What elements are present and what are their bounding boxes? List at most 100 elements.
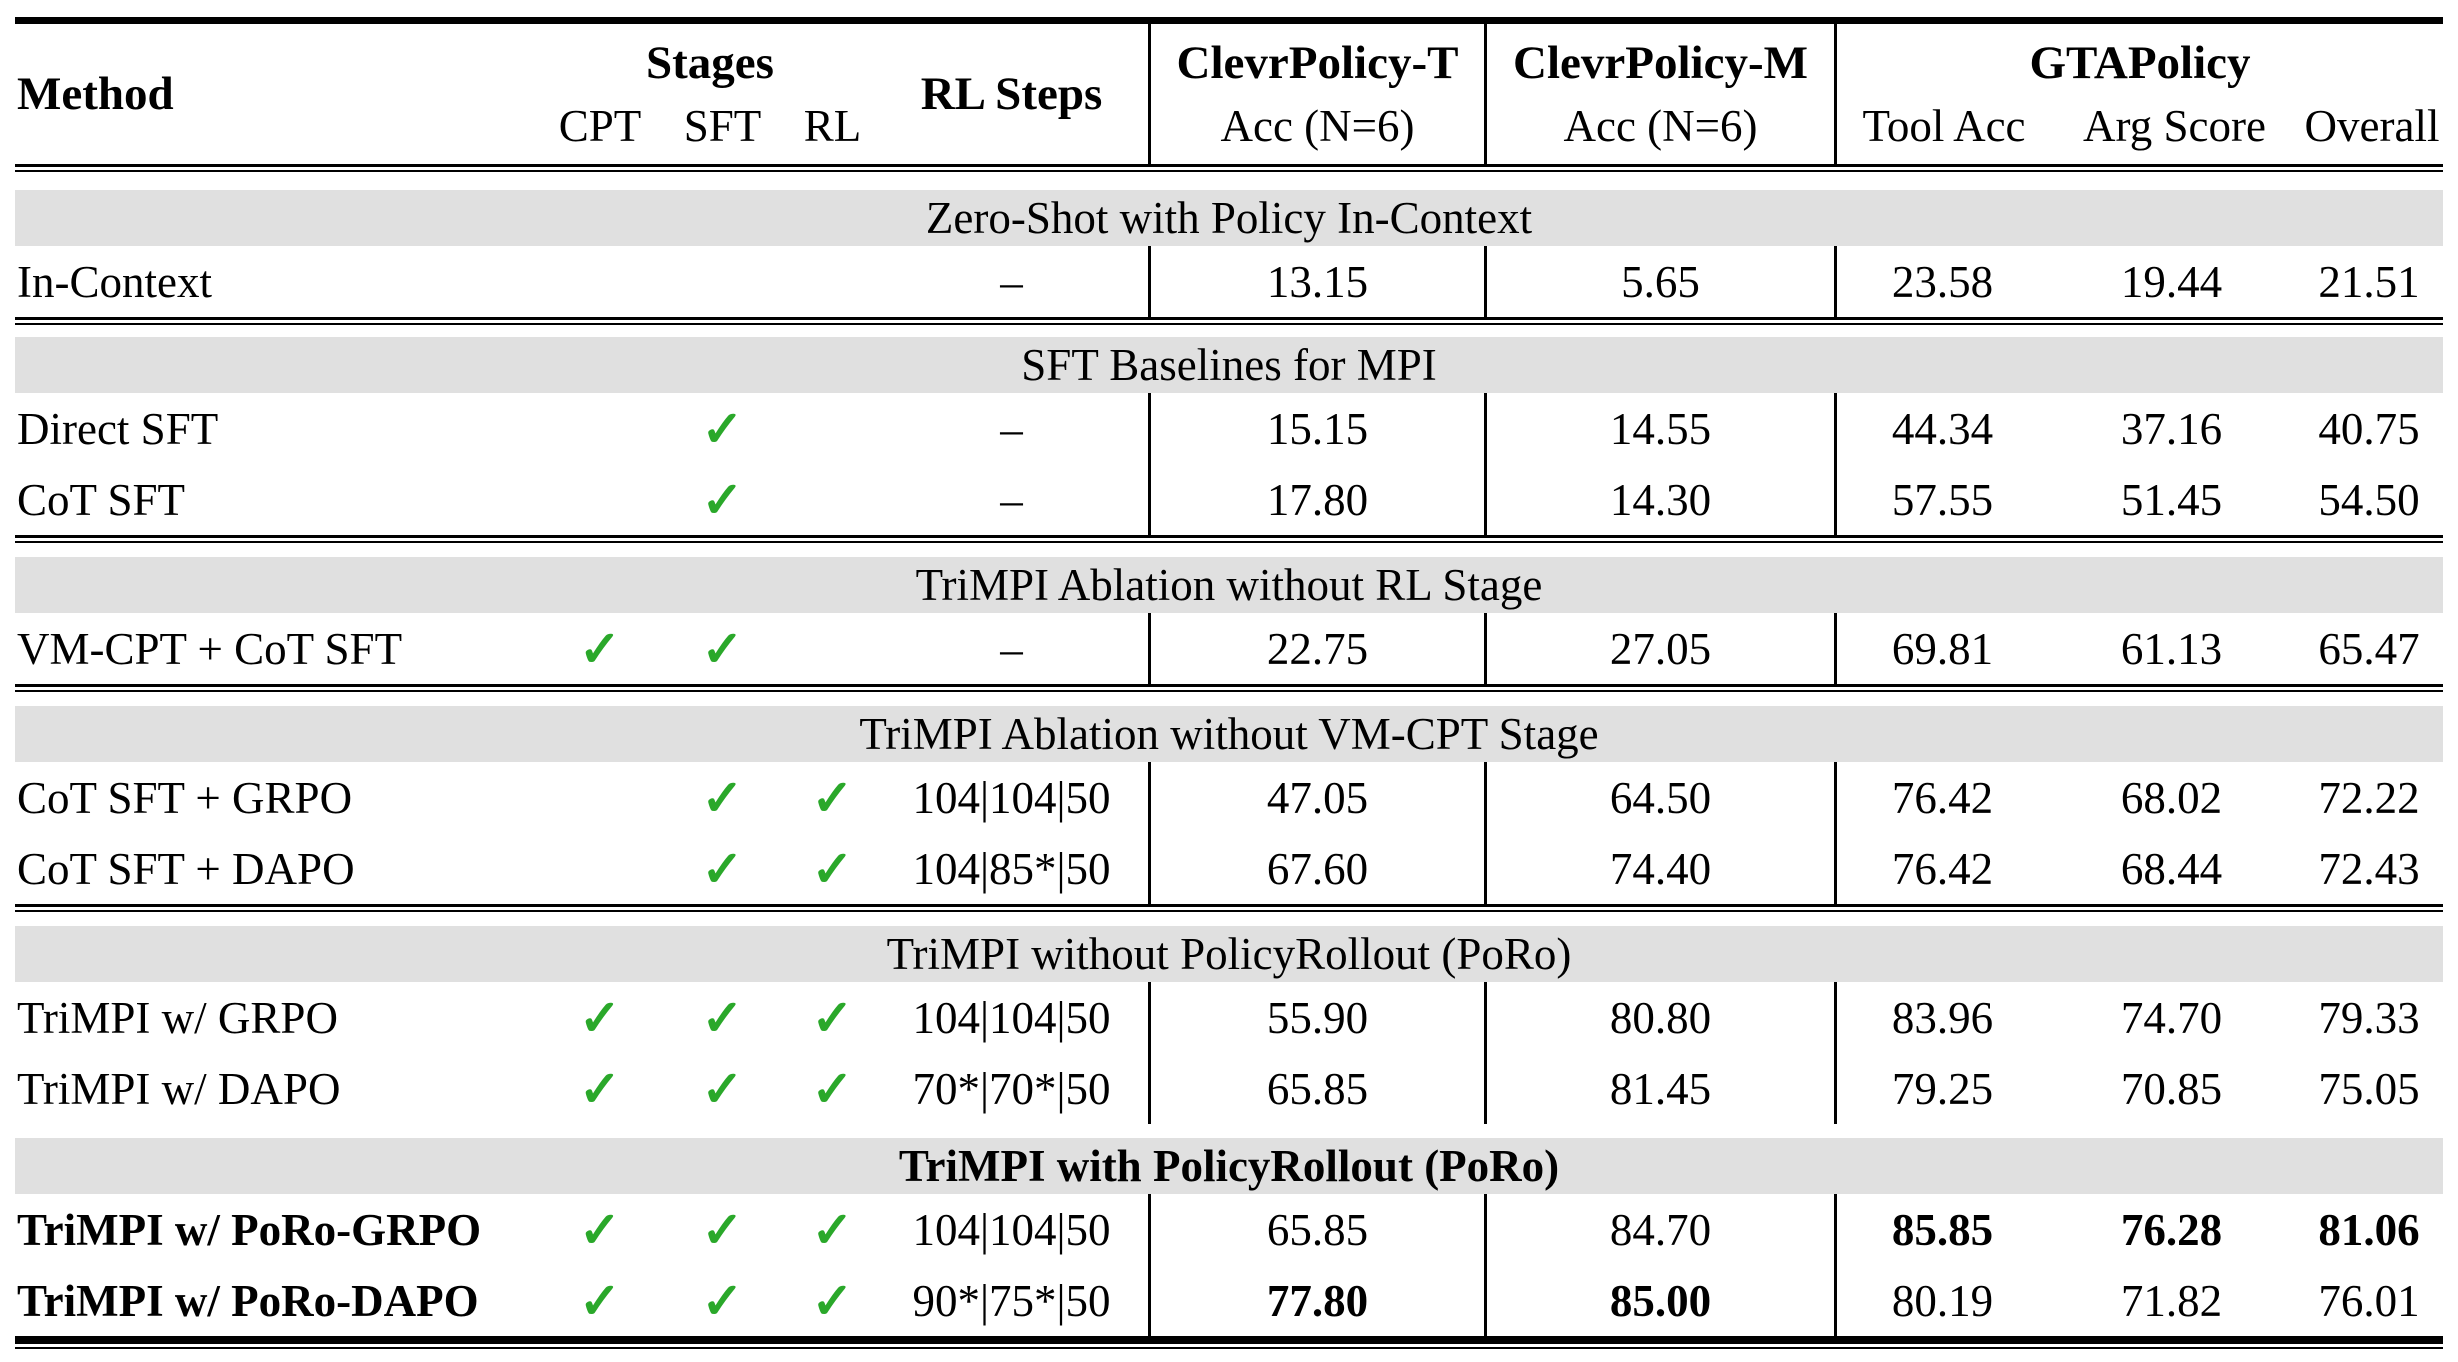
table-row: TriMPI w/ PoRo-GRPO ✓ ✓ ✓ 104|104|50 65.85 84.… xyxy=(15,1194,2443,1265)
overall-value: 81.06 xyxy=(2318,1204,2420,1255)
col-group-gtapolicy: GTAPolicy Tool Acc Arg Score Overall xyxy=(1834,24,2443,164)
clevrpolicy-m-value: 74.40 xyxy=(1484,833,1834,904)
stage-check-rl-icon: ✓ xyxy=(811,1272,854,1329)
arg-score-value: 51.45 xyxy=(2120,474,2223,525)
table-row: TriMPI w/ GRPO ✓ ✓ ✓ 104|104|50 55.90 80.80 83.… xyxy=(15,982,2443,1053)
stage-check-sft-icon: ✓ xyxy=(701,1201,744,1258)
stage-check-cpt-icon: ✓ xyxy=(579,1201,621,1258)
col-header-overall: Overall xyxy=(2304,101,2440,151)
overall-value: 65.47 xyxy=(2318,623,2420,674)
tool-acc-value: 23.58 xyxy=(1834,246,2048,317)
stage-check-sft-icon: ✓ xyxy=(701,1272,744,1329)
stage-check-sft-icon: ✓ xyxy=(701,840,744,897)
rl-steps-value: 70*|70*|50 xyxy=(912,1063,1111,1114)
overall-value: 72.22 xyxy=(2318,772,2420,823)
col-header-clevrpolicy-m: ClevrPolicy-M xyxy=(1513,37,1808,89)
arg-score-value: 70.85 xyxy=(2120,1063,2223,1114)
tool-acc-value: 85.85 xyxy=(1834,1194,2048,1265)
stage-check-rl-icon: ✓ xyxy=(811,989,854,1046)
col-header-gtapolicy: GTAPolicy xyxy=(2029,37,2251,89)
tool-acc-value: 83.96 xyxy=(1834,982,2048,1053)
overall-value: 75.05 xyxy=(2318,1063,2420,1114)
stage-check-sft-icon: ✓ xyxy=(701,400,744,457)
table-row: TriMPI w/ DAPO ✓ ✓ ✓ 70*|70*|50 65.85 81.45 79.… xyxy=(15,1053,2443,1124)
clevrpolicy-t-value: 22.75 xyxy=(1148,613,1484,684)
table-row: CoT SFT ✓ – 17.80 14.30 57.55 51.45 54.50 xyxy=(15,464,2443,535)
table-row: Direct SFT ✓ – 15.15 14.55 44.34 37.16 40.75 xyxy=(15,393,2443,464)
rl-steps-value: 90*|75*|50 xyxy=(912,1275,1111,1326)
table-row: VM-CPT + CoT SFT ✓ ✓ – 22.75 27.05 69.81 61.13 6… xyxy=(15,613,2443,684)
gtapolicy-subheader-row: Tool Acc Arg Score Overall xyxy=(1837,95,2443,157)
stage-check-cpt-icon: ✓ xyxy=(579,1272,621,1329)
tool-acc-value: 79.25 xyxy=(1834,1053,2048,1124)
clevrpolicy-m-value: 84.70 xyxy=(1484,1194,1834,1265)
section-banner: TriMPI Ablation without RL Stage xyxy=(15,557,2443,613)
col-subheader-clevrpolicy-t-acc: Acc (N=6) xyxy=(1220,101,1415,151)
stage-empty-rl xyxy=(790,393,875,464)
clevrpolicy-m-value: 64.50 xyxy=(1484,762,1834,833)
table-row: CoT SFT + DAPO ✓ ✓ 104|85*|50 67.60 74.40 76.4… xyxy=(15,833,2443,904)
clevrpolicy-m-value: 81.45 xyxy=(1484,1053,1834,1124)
col-header-rl: RL xyxy=(803,101,862,151)
stage-check-sft-icon: ✓ xyxy=(701,989,744,1046)
clevrpolicy-t-value: 15.15 xyxy=(1148,393,1484,464)
method-label: CoT SFT xyxy=(17,474,185,525)
section-rule xyxy=(15,684,2443,692)
clevrpolicy-m-value: 27.05 xyxy=(1484,613,1834,684)
stage-empty-rl xyxy=(790,464,875,535)
tool-acc-value: 80.19 xyxy=(1834,1265,2048,1336)
stage-empty-sft xyxy=(655,246,790,317)
clevrpolicy-t-value: 55.90 xyxy=(1148,982,1484,1053)
stage-check-sft-icon: ✓ xyxy=(701,620,744,677)
overall-value: 76.01 xyxy=(2318,1275,2420,1326)
overall-value: 54.50 xyxy=(2318,474,2420,525)
stage-empty-cpt xyxy=(545,464,655,535)
arg-score-value: 71.82 xyxy=(2120,1275,2223,1326)
method-label: In-Context xyxy=(17,256,212,307)
col-header-arg-score: Arg Score xyxy=(2083,101,2266,151)
section-rule xyxy=(15,317,2443,325)
section-banner: SFT Baselines for MPI xyxy=(15,337,2443,393)
table-body: Zero-Shot with Policy In-Context In-Conte… xyxy=(15,190,2443,1336)
stage-check-rl-icon: ✓ xyxy=(811,840,854,897)
rl-steps-value: – xyxy=(1000,256,1023,307)
arg-score-value: 68.02 xyxy=(2120,772,2223,823)
header-rule xyxy=(15,164,2443,172)
arg-score-value: 76.28 xyxy=(2120,1204,2223,1255)
method-label: CoT SFT + GRPO xyxy=(17,772,353,823)
stage-check-sft-icon: ✓ xyxy=(701,769,744,826)
col-group-clevrpolicy-m: ClevrPolicy-M Acc (N=6) xyxy=(1484,24,1834,164)
top-rule xyxy=(15,17,2443,24)
stage-check-cpt-icon: ✓ xyxy=(579,620,621,677)
results-table: Method Stages CPT SFT RL RL Steps ClevrP… xyxy=(15,17,2443,1349)
method-label: TriMPI w/ PoRo-DAPO xyxy=(17,1275,479,1326)
clevrpolicy-m-value: 14.30 xyxy=(1484,464,1834,535)
clevrpolicy-t-value: 65.85 xyxy=(1148,1053,1484,1124)
stage-check-sft-icon: ✓ xyxy=(701,471,744,528)
method-label: TriMPI w/ DAPO xyxy=(17,1063,341,1114)
rl-steps-value: 104|104|50 xyxy=(912,772,1111,823)
stage-empty-cpt xyxy=(545,393,655,464)
stage-check-rl-icon: ✓ xyxy=(811,1060,854,1117)
rl-steps-value: 104|104|50 xyxy=(912,1204,1111,1255)
table-row: In-Context – 13.15 5.65 23.58 19.44 21.51 xyxy=(15,246,2443,317)
overall-value: 72.43 xyxy=(2318,843,2420,894)
overall-value: 79.33 xyxy=(2318,992,2420,1043)
stage-check-cpt-icon: ✓ xyxy=(579,989,621,1046)
col-group-stages-title: Stages xyxy=(646,37,774,89)
rl-steps-value: – xyxy=(1000,623,1023,674)
clevrpolicy-m-value: 80.80 xyxy=(1484,982,1834,1053)
clevrpolicy-m-value: 85.00 xyxy=(1484,1265,1834,1336)
table-row: TriMPI w/ PoRo-DAPO ✓ ✓ ✓ 90*|75*|50 77.80 85.… xyxy=(15,1265,2443,1336)
col-header-rl-steps: RL Steps xyxy=(875,24,1148,164)
col-header-cpt: CPT xyxy=(558,101,642,151)
arg-score-value: 61.13 xyxy=(2120,623,2223,674)
section-banner: TriMPI without PolicyRollout (PoRo) xyxy=(15,926,2443,982)
arg-score-value: 19.44 xyxy=(2120,256,2223,307)
arg-score-value: 37.16 xyxy=(2120,403,2223,454)
overall-value: 40.75 xyxy=(2318,403,2420,454)
stage-check-rl-icon: ✓ xyxy=(811,1201,854,1258)
method-label: Direct SFT xyxy=(17,403,219,454)
table-row: CoT SFT + GRPO ✓ ✓ 104|104|50 47.05 64.50 76.4… xyxy=(15,762,2443,833)
col-group-stages: Stages CPT SFT RL xyxy=(545,24,875,164)
